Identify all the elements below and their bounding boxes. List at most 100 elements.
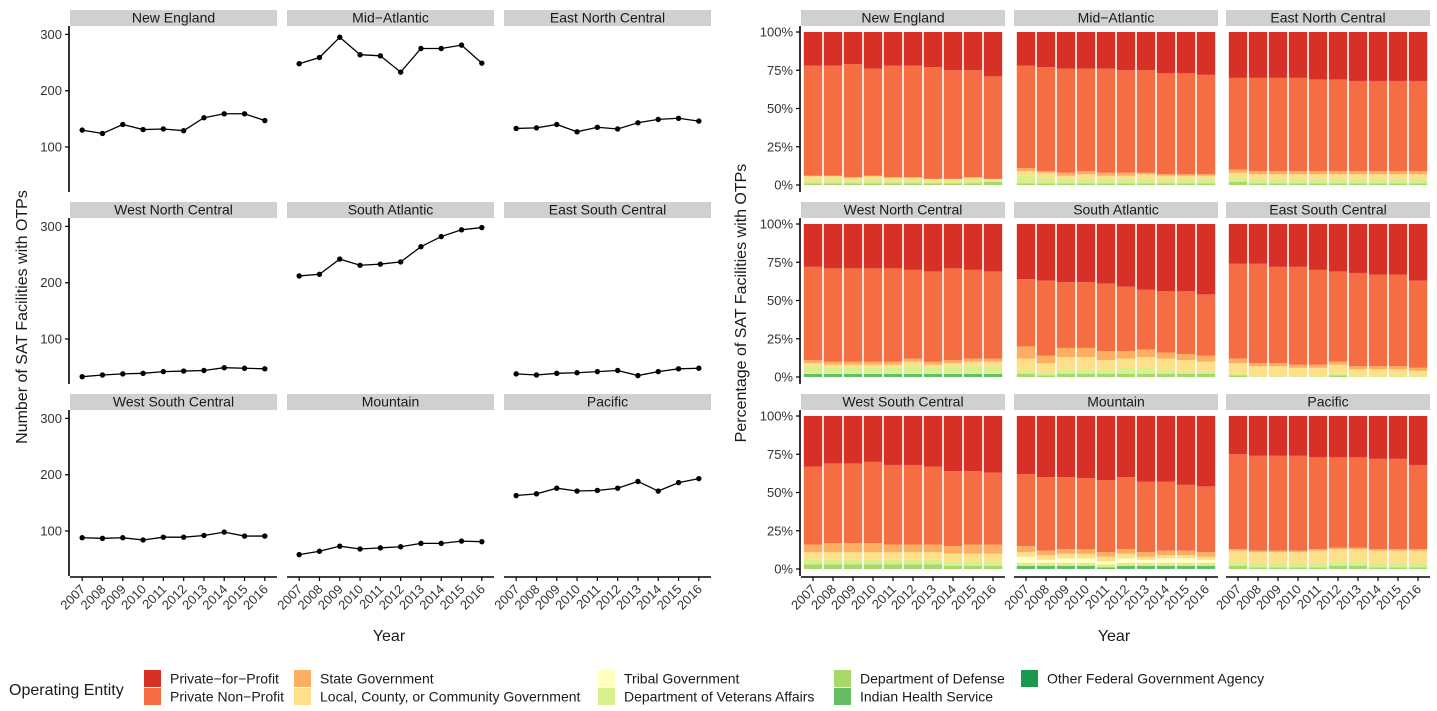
bar-segment-state-government [1348, 547, 1368, 550]
legend-item-other-federal-government-agency: Other Federal Government Agency [1021, 670, 1264, 687]
bar-segment-department-of-defense [1248, 183, 1268, 185]
bar-segment-private-non-profit [803, 466, 823, 545]
data-point [418, 45, 424, 52]
bar-segment-tribal-government [1196, 559, 1216, 563]
bar-segment-local-county-or-community-government [1388, 369, 1408, 376]
bar-segment-department-of-defense [1408, 567, 1428, 569]
bar-segment-private-for-profit [1348, 224, 1368, 273]
bar-segment-private-for-profit [1136, 32, 1156, 71]
bar-segment-private-for-profit [1228, 224, 1248, 264]
bar-segment-local-county-or-community-government [1156, 555, 1176, 559]
bar-segment-department-of-defense [1036, 375, 1056, 377]
bar-segment-department-of-veterans-affairs [863, 367, 883, 374]
legend-swatch [144, 670, 161, 687]
bar-segment-state-government [1348, 366, 1368, 370]
bar-segment-private-non-profit [1056, 477, 1076, 550]
legend-title: Operating Entity [9, 682, 124, 699]
data-point [99, 130, 106, 137]
bar-segment-department-of-defense [1016, 183, 1036, 185]
bar-segment-private-non-profit [1308, 269, 1328, 365]
bar-segment-department-of-veterans-affairs [823, 367, 843, 374]
bar-segment-local-county-or-community-government [803, 363, 823, 367]
data-point [262, 366, 268, 372]
bar-segment-private-non-profit [823, 463, 843, 543]
bar-segment-department-of-veterans-affairs [1408, 375, 1428, 377]
bar-segment-private-non-profit [963, 269, 983, 359]
bar-segment-department-of-veterans-affairs [1056, 369, 1076, 374]
bar-segment-department-of-veterans-affairs [823, 559, 843, 565]
bar-segment-private-for-profit [1328, 224, 1348, 272]
data-point [594, 487, 601, 494]
bar-segment-state-government [1036, 355, 1056, 364]
bar-segment-private-non-profit [903, 65, 923, 178]
y-tick-label: 25% [767, 331, 793, 346]
bar-segment-local-county-or-community-government [843, 177, 863, 181]
bar-segment-department-of-veterans-affairs [1076, 178, 1096, 184]
bar-segment-private-non-profit [1288, 266, 1308, 365]
data-point [418, 540, 424, 547]
data-point [241, 365, 248, 371]
data-point [533, 125, 540, 131]
data-point [479, 538, 485, 545]
bar-segment-state-government [963, 358, 983, 362]
bar-facet-west-south-central: West South Central0%25%50%75%100%2007200… [760, 394, 1005, 613]
bar-segment-department-of-veterans-affairs [863, 180, 883, 184]
bar-segment-private-for-profit [1268, 32, 1288, 78]
bar-segment-private-non-profit [1288, 455, 1308, 551]
data-point [262, 533, 268, 539]
bar-segment-private-for-profit [963, 224, 983, 270]
bar-segment-department-of-defense [1328, 565, 1348, 569]
bar-segment-private-for-profit [1348, 32, 1368, 81]
facet-strip-label: West North Central [844, 202, 963, 218]
data-point [79, 373, 85, 380]
bar-segment-department-of-defense [963, 183, 983, 185]
left-x-axis-title: Year [373, 628, 406, 645]
series-line [298, 36, 483, 74]
bar-segment-private-non-profit [983, 472, 1003, 545]
bar-segment-indian-health-service [903, 373, 923, 377]
bar-segment-department-of-defense [1368, 183, 1388, 185]
bar-segment-department-of-defense [1196, 183, 1216, 185]
bar-segment-private-non-profit [1248, 77, 1268, 172]
bar-segment-indian-health-service [963, 373, 983, 377]
bar-segment-private-for-profit [1156, 224, 1176, 292]
bar-segment-department-of-veterans-affairs [1288, 178, 1308, 184]
bar-segment-state-government [863, 361, 883, 365]
bar-segment-department-of-veterans-affairs [1268, 375, 1288, 377]
data-point [418, 243, 424, 250]
legend-item-private-non-profit: Private Non−Profit [144, 688, 284, 705]
bar-segment-private-non-profit [1348, 80, 1368, 172]
bar-segment-department-of-veterans-affairs [1036, 177, 1056, 184]
bar-segment-state-government [1288, 171, 1308, 175]
bar-segment-state-government [1116, 172, 1136, 176]
bar-segment-state-government [1388, 549, 1408, 551]
bar-segment-private-non-profit [1268, 455, 1288, 551]
y-tick-label: 25% [767, 523, 793, 538]
data-point [79, 127, 85, 133]
y-tick-label: 75% [767, 255, 793, 270]
bar-segment-department-of-veterans-affairs [1096, 564, 1116, 568]
bar-segment-local-county-or-community-government [883, 552, 903, 560]
bar-segment-department-of-veterans-affairs [903, 180, 923, 184]
bar-segment-private-non-profit [883, 464, 903, 545]
bar-segment-department-of-veterans-affairs [1016, 369, 1036, 374]
bar-segment-local-county-or-community-government [943, 363, 963, 367]
bar-segment-department-of-defense [1036, 183, 1056, 185]
bar-segment-private-non-profit [863, 68, 883, 176]
bar-segment-private-non-profit [963, 471, 983, 545]
bar-segment-private-for-profit [1288, 416, 1308, 456]
facet-strip-label: West North Central [114, 202, 233, 218]
bar-segment-department-of-defense [1288, 567, 1308, 569]
bar-segment-local-county-or-community-government [963, 553, 983, 562]
bar-segment-department-of-veterans-affairs [1248, 375, 1268, 377]
bar-segment-private-for-profit [1328, 416, 1348, 458]
bar-segment-private-non-profit [1328, 457, 1348, 548]
bar-segment-local-county-or-community-government [963, 177, 983, 181]
bar-segment-department-of-veterans-affairs [1288, 562, 1308, 568]
bar-segment-department-of-defense [843, 564, 863, 569]
bar-segment-local-county-or-community-government [1228, 550, 1248, 562]
bar-segment-state-government [1328, 171, 1348, 175]
bar-segment-local-county-or-community-government [1036, 555, 1056, 560]
bar-segment-state-government [1348, 171, 1368, 175]
